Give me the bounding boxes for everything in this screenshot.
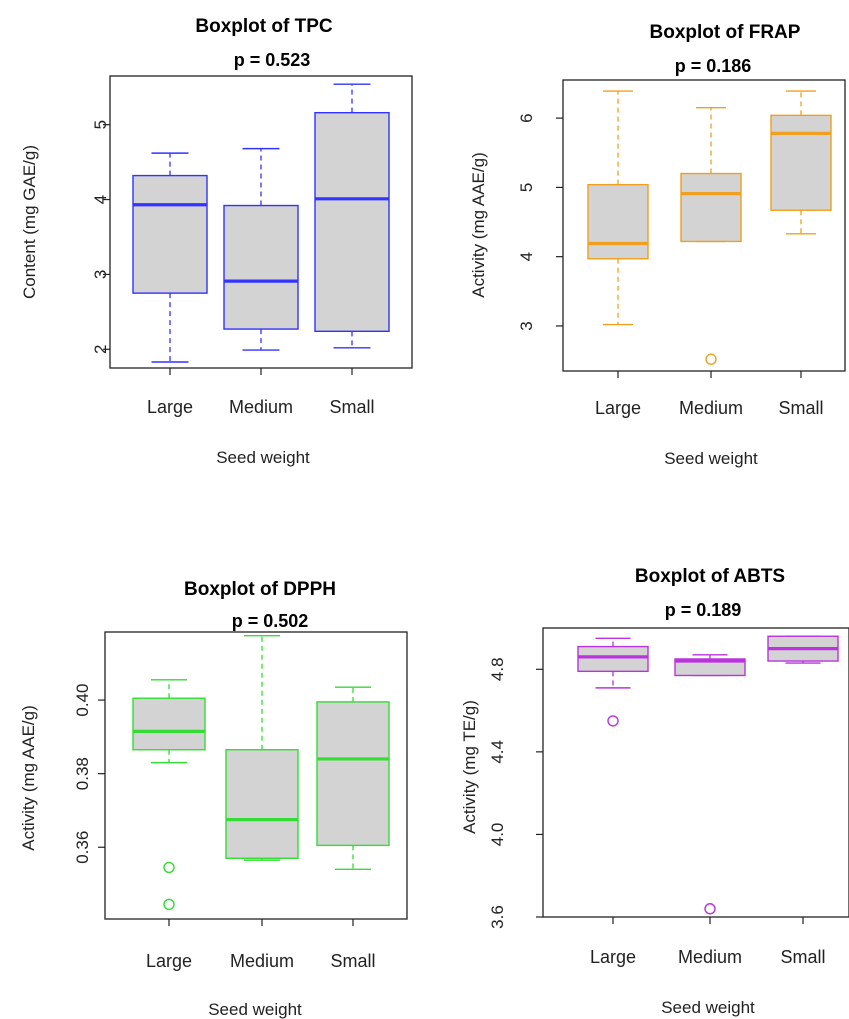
chart-title: Boxplot of ABTS (635, 566, 785, 587)
plot-frame (542, 627, 849, 918)
y-axis-label: Activity (mg AAE/g) (469, 152, 488, 297)
y-tick-label: 2 (91, 345, 110, 354)
x-tick-label: Medium (230, 951, 294, 971)
box-small (767, 635, 839, 664)
y-tick-label: 0.38 (73, 757, 92, 790)
box-medium (225, 634, 299, 861)
panel-dpph: Boxplot of DPPH p = 0.502 0.36 0.38 0.40 Acti… (19, 579, 408, 1019)
panel-abts: Boxplot of ABTS p = 0.189 3.6 4.0 4.4 4.8 Acti… (460, 566, 849, 1017)
chart-title: Boxplot of DPPH (184, 579, 336, 600)
iqr-box (577, 645, 649, 673)
p-value: p = 0.189 (665, 600, 742, 620)
iqr-box (680, 172, 742, 243)
box-small (770, 90, 832, 235)
x-tick-label: Medium (678, 947, 742, 967)
x-tick-label: Small (778, 398, 823, 418)
y-axis-label: Activity (mg AAE/g) (19, 705, 38, 850)
x-tick-label: Medium (229, 397, 293, 417)
box-large (577, 637, 649, 727)
y-tick-label: 5 (91, 120, 110, 129)
iqr-box (587, 183, 649, 260)
x-tick-label: Small (330, 951, 375, 971)
x-tick-label: Large (595, 398, 641, 418)
p-value: p = 0.523 (234, 50, 311, 70)
box-large (587, 90, 649, 326)
y-tick-label: 3 (517, 321, 536, 330)
x-axis-label: Seed weight (664, 449, 758, 468)
outlier-point (163, 861, 175, 874)
x-tick-label: Large (147, 397, 193, 417)
chart-title: Boxplot of FRAP (650, 22, 801, 43)
y-tick-label: 0.40 (73, 684, 92, 717)
y-tick-label: 6 (517, 113, 536, 122)
x-tick-label: Large (146, 951, 192, 971)
panel-frap: Boxplot of FRAP p = 0.186 3 4 5 6 Activity (mg… (469, 22, 846, 468)
box-medium (674, 654, 746, 915)
y-axis-label: Activity (mg TE/g) (460, 700, 479, 834)
iqr-box (314, 111, 390, 333)
y-tick-label: 4.4 (488, 740, 507, 764)
x-axis-label: Seed weight (208, 1000, 302, 1019)
p-value: p = 0.502 (232, 611, 309, 631)
x-tick-label: Large (590, 947, 636, 967)
y-tick-label: 4 (91, 195, 110, 204)
x-axis-label: Seed weight (216, 448, 310, 467)
box-small (314, 83, 390, 349)
y-tick-label: 4.8 (488, 657, 507, 681)
y-tick-label: 0.36 (73, 831, 92, 864)
iqr-box (316, 701, 390, 847)
p-value: p = 0.186 (675, 56, 752, 76)
iqr-box (770, 114, 832, 211)
x-tick-label: Medium (679, 398, 743, 418)
plot-frame (562, 79, 846, 372)
box-large (132, 679, 206, 910)
iqr-box (674, 658, 746, 677)
box-small (316, 686, 390, 871)
x-tick-label: Small (329, 397, 374, 417)
box-large (132, 152, 208, 363)
x-tick-label: Small (780, 947, 825, 967)
chart-title: Boxplot of TPC (195, 16, 332, 37)
y-tick-label: 3.6 (488, 905, 507, 929)
iqr-box (132, 697, 206, 751)
iqr-box (225, 749, 299, 859)
outlier-point (705, 353, 717, 365)
x-axis-label: Seed weight (661, 998, 755, 1017)
panel-tpc: Boxplot of TPC p = 0.523 2 3 4 5 Content (mg G… (20, 16, 413, 467)
box-medium (680, 107, 742, 365)
outlier-point (163, 898, 175, 910)
y-tick-label: 3 (91, 270, 110, 279)
iqr-box (132, 174, 208, 294)
y-tick-label: 4 (517, 252, 536, 261)
outlier-point (607, 715, 619, 727)
plot-frame (104, 631, 408, 920)
box-medium (223, 147, 299, 351)
outlier-point (704, 903, 716, 915)
y-tick-label: 4.0 (488, 823, 507, 847)
y-tick-label: 5 (517, 183, 536, 192)
y-axis-label: Content (mg GAE/g) (20, 145, 39, 299)
iqr-box (223, 204, 299, 330)
